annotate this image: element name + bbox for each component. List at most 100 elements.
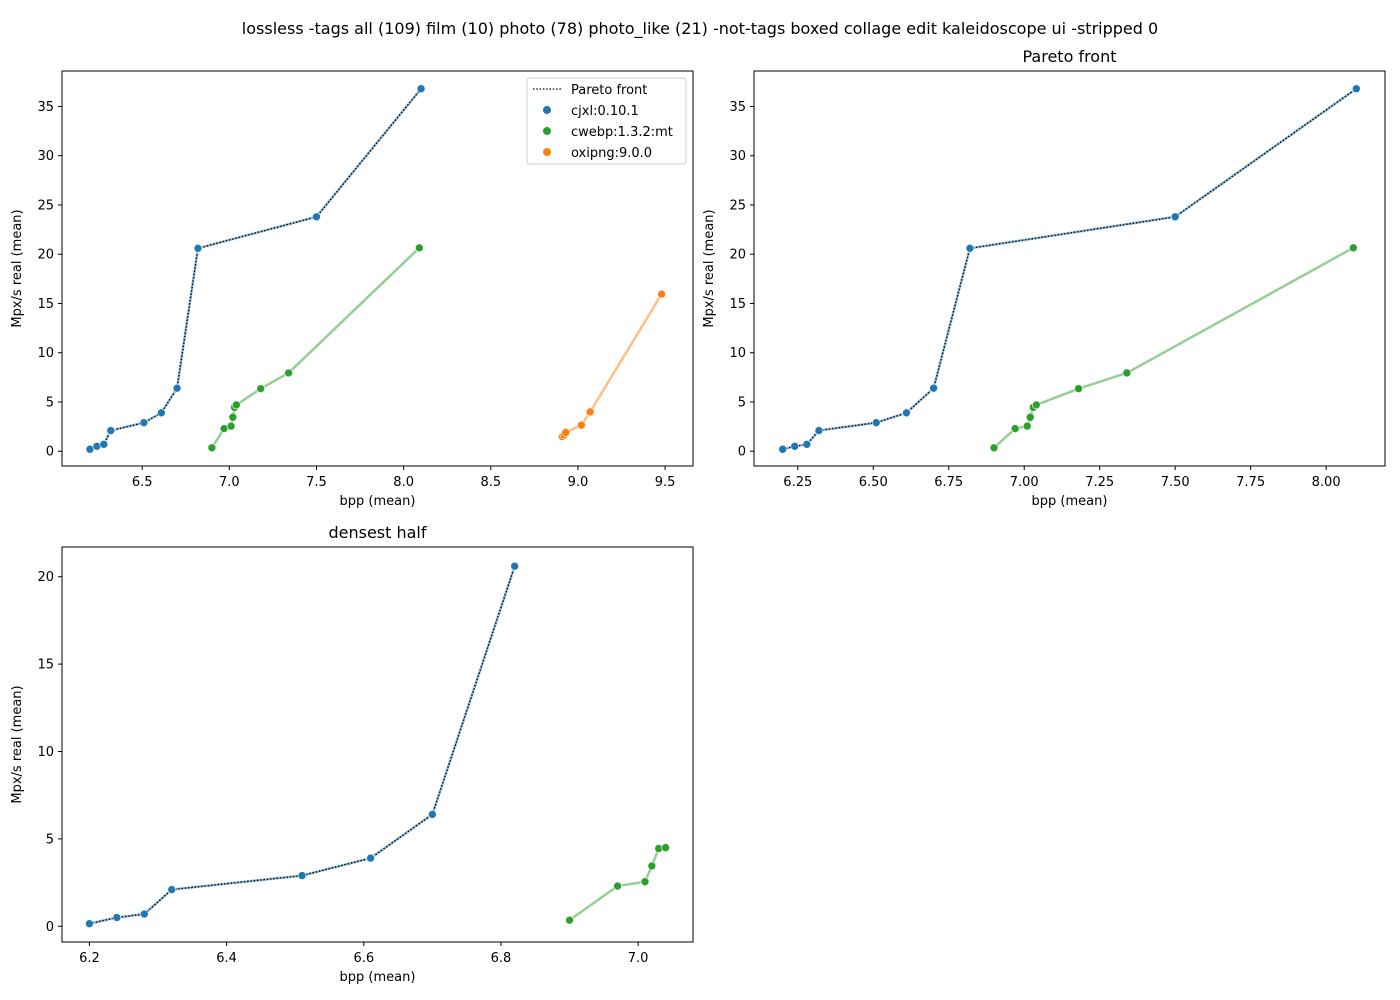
plot-frame bbox=[61, 70, 694, 467]
y-axis-label: Mpx/s real (mean) bbox=[702, 209, 717, 327]
x-tick-label: 6.6 bbox=[353, 951, 374, 966]
data-point bbox=[965, 244, 975, 253]
series-line bbox=[561, 293, 663, 438]
series-line bbox=[993, 246, 1354, 449]
data-point bbox=[106, 426, 116, 435]
x-axis-label: bpp (mean) bbox=[1032, 494, 1108, 509]
x-tick-label: 8.00 bbox=[1312, 475, 1341, 490]
data-point bbox=[366, 853, 375, 863]
data-point bbox=[167, 885, 177, 894]
y-tick-label: 15 bbox=[729, 297, 746, 312]
data-point bbox=[814, 426, 824, 435]
y-tick-label: 10 bbox=[729, 346, 746, 361]
figure-suptitle: lossless -tags all (109) film (10) photo… bbox=[242, 19, 1158, 39]
data-point bbox=[415, 243, 424, 253]
legend-marker bbox=[543, 148, 551, 156]
series-line bbox=[89, 87, 423, 451]
x-tick-label: 8.0 bbox=[393, 475, 414, 490]
data-point bbox=[112, 913, 122, 922]
data-point bbox=[207, 443, 217, 453]
x-tick-label: 9.0 bbox=[568, 475, 589, 490]
legend: Pareto front cjxl:0.10.1 cwebp:1.3.2:mt oxi… bbox=[526, 77, 687, 165]
plot-frame bbox=[753, 70, 1386, 467]
data-point bbox=[871, 418, 881, 427]
y-tick-label: 5 bbox=[738, 395, 746, 410]
series-line bbox=[782, 87, 1358, 451]
data-point bbox=[228, 412, 238, 422]
data-point bbox=[157, 408, 166, 418]
legend-item-label: cwebp:1.3.2:mt bbox=[571, 125, 673, 140]
y-tick-label: 10 bbox=[37, 745, 54, 760]
data-point bbox=[1170, 212, 1180, 222]
legend-item-label: cjxl:0.10.1 bbox=[571, 104, 639, 119]
y-tick-label: 35 bbox=[37, 100, 54, 115]
data-point bbox=[929, 383, 938, 393]
data-point bbox=[1352, 84, 1361, 94]
x-tick-label: 8.5 bbox=[480, 475, 501, 490]
x-tick-label: 6.50 bbox=[859, 475, 888, 490]
data-point bbox=[256, 384, 266, 393]
data-point bbox=[226, 421, 236, 431]
y-tick-label: 20 bbox=[37, 248, 54, 263]
data-point bbox=[284, 368, 293, 378]
x-axis-label: bpp (mean) bbox=[340, 494, 416, 509]
y-tick-label: 25 bbox=[37, 198, 54, 213]
x-axis-label: bpp (mean) bbox=[340, 970, 416, 985]
data-point bbox=[428, 810, 437, 819]
data-point bbox=[1074, 384, 1083, 393]
chart-panel-1: 6.5 7.0 7.5 8.0 8.5 9.0 9.5 0 5 10 15 20 25 30 35 bpp (… bbox=[10, 70, 694, 509]
data-point bbox=[1025, 412, 1035, 422]
data-point bbox=[561, 428, 571, 437]
data-point bbox=[172, 383, 182, 393]
x-tick-label: 6.75 bbox=[934, 475, 963, 490]
data-point bbox=[647, 861, 657, 871]
y-tick-label: 0 bbox=[46, 445, 54, 460]
legend-item-label: oxipng:9.0.0 bbox=[571, 146, 652, 161]
y-axis-label: Mpx/s real (mean) bbox=[10, 209, 25, 327]
data-point bbox=[577, 420, 586, 430]
data-point bbox=[902, 408, 911, 418]
y-tick-label: 5 bbox=[46, 832, 54, 847]
data-point bbox=[989, 443, 999, 453]
x-tick-label: 6.5 bbox=[132, 475, 153, 490]
data-point bbox=[565, 915, 574, 925]
data-point bbox=[640, 877, 650, 887]
y-tick-label: 15 bbox=[37, 297, 54, 312]
data-point bbox=[790, 441, 800, 451]
data-point bbox=[1122, 368, 1132, 378]
legend-pareto-label: Pareto front bbox=[571, 83, 647, 98]
data-point bbox=[139, 418, 149, 427]
data-point bbox=[1022, 421, 1032, 431]
y-tick-label: 15 bbox=[37, 658, 54, 673]
data-point bbox=[85, 919, 94, 928]
chart-panel-3: 6.2 6.4 6.6 6.8 7.0 0 5 10 15 20 bpp (mean) Mpx/s r… bbox=[10, 523, 694, 985]
data-point bbox=[99, 440, 109, 449]
x-tick-label: 7.00 bbox=[1010, 475, 1039, 490]
x-tick-label: 7.0 bbox=[628, 951, 649, 966]
y-tick-label: 30 bbox=[729, 149, 746, 164]
panel-title: densest half bbox=[328, 523, 426, 542]
data-point bbox=[778, 444, 787, 454]
plot-area bbox=[85, 561, 670, 928]
pareto-front-line bbox=[782, 88, 1357, 450]
x-tick-label: 7.75 bbox=[1236, 475, 1265, 490]
data-point bbox=[585, 407, 595, 417]
pareto-front-line bbox=[89, 88, 422, 450]
plot-frame bbox=[61, 546, 694, 943]
legend-marker bbox=[543, 127, 551, 135]
data-point bbox=[312, 212, 321, 222]
data-point bbox=[416, 84, 426, 94]
x-tick-label: 6.25 bbox=[783, 475, 812, 490]
y-tick-label: 20 bbox=[729, 248, 746, 263]
x-tick-label: 6.4 bbox=[216, 951, 237, 966]
data-point bbox=[232, 400, 241, 410]
series-line bbox=[89, 565, 516, 925]
data-point bbox=[297, 871, 307, 880]
x-tick-label: 9.5 bbox=[655, 475, 676, 490]
y-tick-label: 10 bbox=[37, 346, 54, 361]
x-tick-label: 7.25 bbox=[1085, 475, 1114, 490]
x-tick-label: 7.0 bbox=[219, 475, 240, 490]
legend-frame bbox=[526, 77, 687, 165]
legend-marker bbox=[543, 106, 551, 114]
